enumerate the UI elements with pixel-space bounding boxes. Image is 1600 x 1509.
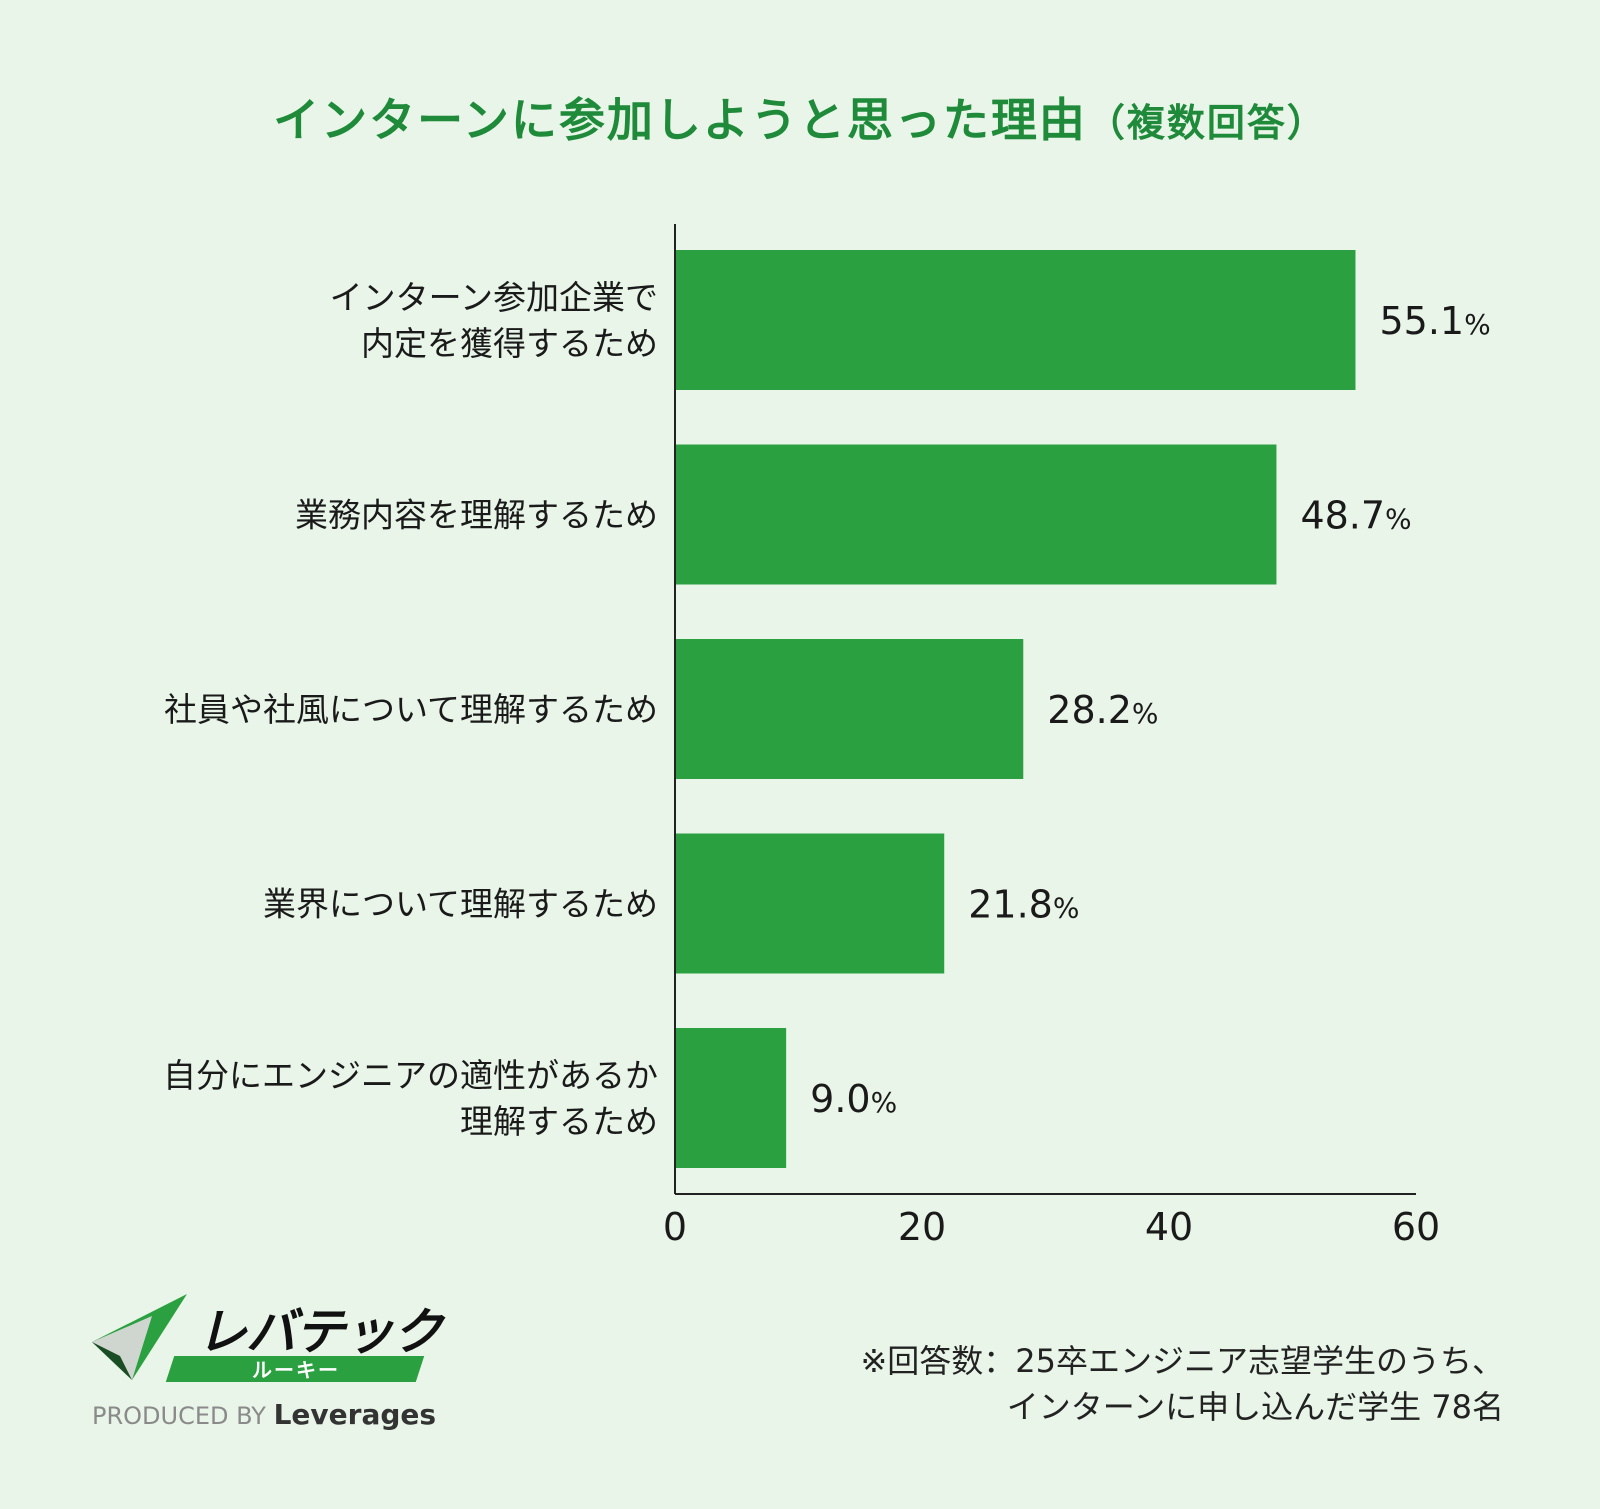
x-tick-label: 20	[898, 1205, 946, 1249]
category-label: 業界について理解するため	[263, 885, 658, 924]
logo-sub: ルーキー	[252, 1358, 340, 1382]
value-label: 28.2%	[1047, 688, 1158, 732]
bar	[675, 444, 1277, 585]
footnote-line-1: ※回答数：25卒エンジニア志望学生のうち、	[860, 1342, 1504, 1380]
bar	[675, 1028, 787, 1168]
category-label: 業務内容を理解するため	[295, 496, 658, 535]
chart-title-main: インターンに参加しようと思った理由	[273, 93, 1087, 147]
value-label-suffix: %	[871, 1086, 898, 1119]
chart-title-paren: （複数回答）	[1086, 101, 1327, 145]
value-label: 55.1%	[1379, 299, 1490, 343]
x-tick-label: 40	[1145, 1205, 1193, 1249]
x-tick-label: 60	[1392, 1205, 1440, 1249]
x-tick-label: 0	[663, 1205, 687, 1249]
footnote: ※回答数：25卒エンジニア志望学生のうち、 インターンに申し込んだ学生 78名	[860, 1338, 1504, 1430]
category-label: 内定を獲得するため	[361, 324, 658, 363]
bar	[675, 639, 1024, 779]
category-label: インターン参加企業で	[330, 278, 658, 317]
levtech-rookie-logo: レバテック ルーキー PRODUCED BY Leverages	[92, 1294, 443, 1438]
value-label: 21.8%	[968, 883, 1079, 927]
value-label: 9.0%	[810, 1077, 897, 1121]
produced-by-label: PRODUCED BY	[92, 1402, 266, 1430]
value-label-suffix: %	[1385, 503, 1412, 536]
value-label-suffix: %	[1464, 308, 1491, 341]
category-label: 自分にエンジニアの適性があるか	[163, 1056, 658, 1095]
bar	[675, 250, 1356, 390]
value-label-suffix: %	[1053, 892, 1080, 925]
category-label: 理解するため	[460, 1102, 658, 1141]
bar	[675, 833, 945, 974]
category-label: 社員や社風について理解するため	[164, 690, 658, 729]
chart-title: インターンに参加しようと思った理由（複数回答）	[0, 84, 1600, 150]
logo-name: レバテック	[197, 1303, 443, 1361]
value-label-suffix: %	[1132, 697, 1159, 730]
value-label: 48.7%	[1300, 494, 1411, 538]
footnote-line-2: インターンに申し込んだ学生 78名	[1006, 1388, 1504, 1426]
checkmark-logo-icon	[92, 1294, 187, 1380]
brand-name: Leverages	[273, 1398, 437, 1431]
produced-by: PRODUCED BY Leverages	[92, 1398, 436, 1431]
